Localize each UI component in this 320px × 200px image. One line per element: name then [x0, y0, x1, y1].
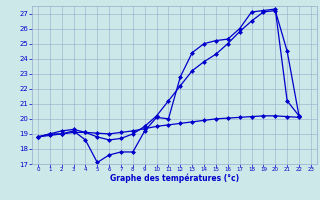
X-axis label: Graphe des températures (°c): Graphe des températures (°c) — [110, 174, 239, 183]
